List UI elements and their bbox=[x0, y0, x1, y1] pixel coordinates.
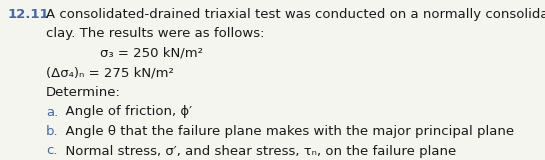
Text: σ₃ = 250 kN/m²: σ₃ = 250 kN/m² bbox=[100, 47, 203, 60]
Text: c.: c. bbox=[46, 144, 58, 157]
Text: clay. The results were as follows:: clay. The results were as follows: bbox=[46, 28, 264, 40]
Text: Angle of friction, ϕ′: Angle of friction, ϕ′ bbox=[57, 105, 192, 119]
Text: A consolidated-drained triaxial test was conducted on a normally consolidated: A consolidated-drained triaxial test was… bbox=[46, 8, 545, 21]
Text: a.: a. bbox=[46, 105, 58, 119]
Text: Normal stress, σ′, and shear stress, τₙ, on the failure plane: Normal stress, σ′, and shear stress, τₙ,… bbox=[57, 144, 456, 157]
Text: b.: b. bbox=[46, 125, 59, 138]
Text: (Δσ₄)ₙ = 275 kN/m²: (Δσ₄)ₙ = 275 kN/m² bbox=[46, 67, 174, 80]
Text: Angle θ that the failure plane makes with the major principal plane: Angle θ that the failure plane makes wit… bbox=[57, 125, 514, 138]
Text: Determine:: Determine: bbox=[46, 86, 121, 99]
Text: 12.11: 12.11 bbox=[8, 8, 50, 21]
